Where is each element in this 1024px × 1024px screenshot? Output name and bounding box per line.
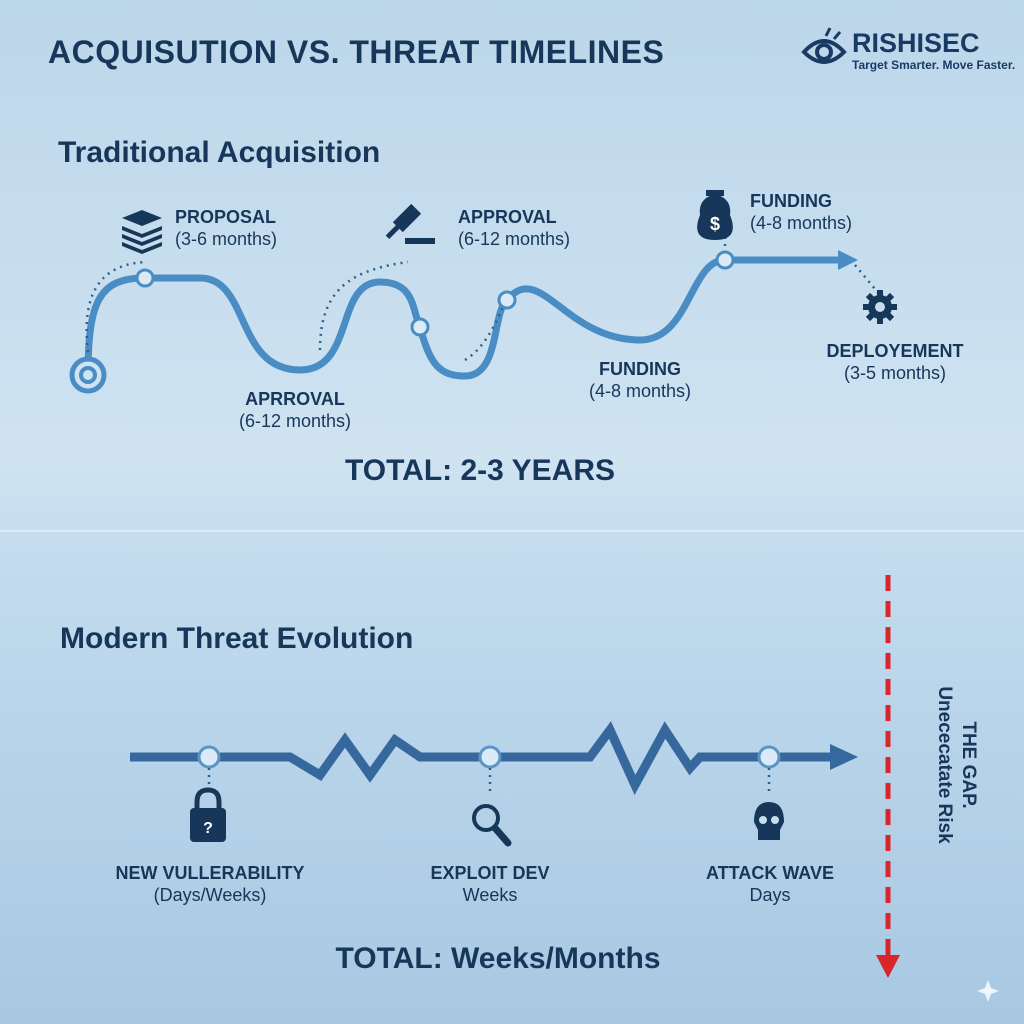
money-bag-icon: $ (697, 190, 733, 240)
svg-text:?: ? (203, 820, 213, 837)
stage-vulnerability: NEW VULLERABILITY (Days/Weeks) (115, 863, 305, 905)
logo-name: RISHISEC (852, 28, 980, 58)
acquisition-arrowhead (838, 250, 858, 270)
lock-icon: ? (190, 787, 226, 842)
stage-aprroval: APRROVAL (6-12 months) (238, 389, 352, 431)
stage-exploit-dev: EXPLOIT DEV Weeks (430, 863, 550, 905)
sparkle-icon (977, 980, 999, 1002)
stage-approval: APPROVAL (6-12 months) (458, 207, 571, 249)
divider (0, 530, 1024, 532)
stage-funding-2: FUNDING (4-8 months) (750, 191, 853, 233)
modern-total: TOTAL: Weeks/Months (335, 942, 661, 975)
svg-text:$: $ (710, 214, 720, 234)
logo-tagline: Target Smarter. Move Faster. (852, 58, 1016, 72)
stage-proposal: PROPOSAL (3-6 months) (175, 207, 278, 249)
gap-label: THE GAP. Unececatate Risk (934, 686, 979, 844)
traditional-heading: Traditional Acquisition (58, 136, 381, 169)
magnifier-icon (472, 804, 512, 847)
modern-heading: Modern Threat Evolution (60, 622, 414, 655)
stack-icon (122, 210, 162, 254)
threat-path (130, 721, 835, 796)
start-node (69, 356, 107, 394)
skull-icon (754, 802, 784, 840)
eye-icon (801, 27, 847, 64)
gear-icon (863, 290, 897, 324)
acquisition-path (84, 256, 844, 380)
stage-deployment: DEPLOYEMENT (3-5 months) (826, 341, 964, 383)
page-title: ACQUISUTION VS. THREAT TIMELINES (48, 34, 665, 70)
logo (800, 24, 850, 79)
traditional-total: TOTAL: 2-3 YEARS (344, 454, 616, 487)
stage-attack-wave: ATTACK WAVE Days (706, 863, 834, 905)
threat-arrowhead (830, 744, 858, 770)
stage-funding-1: FUNDING (4-8 months) (588, 359, 692, 401)
gavel-icon (385, 203, 435, 244)
